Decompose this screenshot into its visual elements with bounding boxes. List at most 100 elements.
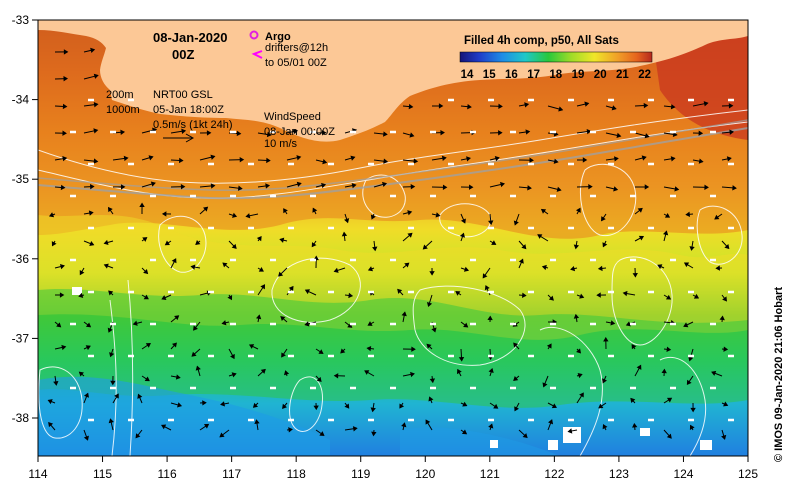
y-tick-label: -36 — [12, 252, 30, 266]
current-vector-head — [632, 273, 638, 278]
current-vector-head — [109, 352, 115, 358]
current-vector-head — [304, 289, 311, 295]
current-vector-head — [319, 431, 325, 436]
current-vector-head — [258, 267, 264, 272]
y-axis: -33 -34 -35 -36 -37 -38 — [12, 13, 38, 425]
current-vector-head — [719, 315, 725, 321]
current-vector-head — [632, 422, 638, 428]
current-vector-head — [63, 76, 69, 82]
current-vector-head — [137, 393, 143, 399]
current-vector-head — [461, 429, 468, 435]
current-vector-head — [494, 155, 500, 162]
current-vector-head — [666, 433, 672, 439]
current-vector-head — [573, 313, 580, 319]
current-vector-head — [59, 264, 65, 270]
current-vector-head — [278, 271, 284, 277]
current-vector-head — [150, 181, 156, 187]
colorbar-tick: 16 — [505, 69, 518, 81]
current-vector-head — [282, 403, 287, 409]
current-vector-head — [636, 364, 642, 370]
current-vector-head — [293, 128, 299, 135]
current-vector-head — [404, 262, 410, 268]
current-vector-head — [366, 345, 372, 352]
current-vector-head — [498, 130, 503, 136]
current-vector-head — [281, 352, 286, 358]
current-vector-head — [283, 370, 290, 376]
current-vector-head — [491, 240, 497, 245]
current-vector-head — [220, 401, 226, 407]
current-vector-head — [459, 232, 465, 238]
current-vector-head — [458, 356, 465, 362]
current-vector-head — [630, 397, 636, 403]
colorbar-tick: 21 — [616, 69, 629, 81]
current-vector-head — [644, 133, 650, 139]
current-vector-head — [161, 295, 167, 301]
current-vector-head — [698, 130, 704, 136]
current-vector-head — [266, 131, 272, 138]
current-vector-head — [584, 101, 590, 107]
current-vector-head — [178, 157, 184, 164]
current-vector-head — [62, 156, 68, 162]
current-vector-head — [693, 293, 700, 299]
current-vector-head — [93, 102, 99, 108]
current-vector-head — [288, 285, 294, 292]
current-vector-head — [47, 399, 53, 405]
current-vector-head — [230, 353, 235, 360]
current-vector-head — [488, 423, 494, 429]
x-tick-label: 120 — [415, 467, 435, 481]
current-vector-head — [62, 103, 68, 110]
current-vector-head — [428, 396, 434, 402]
current-vector-head — [93, 158, 99, 164]
x-tick-label: 125 — [738, 467, 758, 481]
drifters-label: drifters@12h — [265, 42, 328, 54]
current-vector-head — [143, 269, 149, 275]
current-vector-head — [78, 371, 84, 377]
current-vector-head — [484, 285, 490, 291]
current-vector-head — [231, 372, 237, 378]
current-vector-head — [614, 156, 619, 162]
current-vector-head — [440, 129, 445, 136]
current-vector-head — [663, 230, 669, 236]
colorbar-tick: 17 — [527, 69, 540, 81]
current-vector-head — [641, 155, 647, 161]
current-vector-head — [573, 244, 580, 250]
current-vector-head — [322, 159, 328, 165]
argo-icon — [249, 30, 259, 40]
current-vector-head — [175, 374, 181, 380]
current-vector-head — [239, 157, 245, 163]
current-vector-head — [548, 295, 554, 301]
current-vector-head — [53, 381, 59, 386]
gsl-line2: 05-Jan 18:00Z — [153, 104, 224, 116]
current-vector-head — [296, 181, 302, 187]
colorbar-scale — [459, 51, 653, 63]
current-vector-head — [556, 186, 562, 192]
current-vector-head — [48, 212, 55, 218]
current-vector-head — [397, 288, 403, 294]
current-vector-head — [85, 345, 91, 351]
colorbar: Filled 4h comp, p50, All Sats 14 15 16 17 18… — [459, 35, 653, 81]
current-vector-head — [661, 368, 667, 374]
current-vector-head — [455, 291, 461, 296]
argo-legend: Argo drifters@12h to 05/01 00Z — [249, 30, 328, 69]
current-vector-head — [260, 368, 266, 374]
current-vector-head — [529, 157, 534, 163]
current-vector-head — [364, 370, 370, 375]
y-tick-label: -35 — [12, 172, 30, 186]
current-vector-head — [171, 342, 177, 348]
current-vector-head — [381, 181, 388, 188]
current-vector-head — [181, 128, 187, 134]
current-vector-head — [90, 47, 96, 54]
current-vector-head — [61, 344, 67, 351]
colorbar-tick: 18 — [549, 69, 562, 81]
current-vector-head — [333, 373, 339, 379]
current-vector-head — [316, 376, 322, 383]
current-vector-head — [698, 158, 704, 164]
current-vector-head — [410, 371, 415, 378]
current-vector-head — [665, 294, 672, 300]
current-vector-head — [367, 266, 374, 272]
current-vector-head — [498, 103, 503, 109]
current-vector-head — [108, 290, 114, 296]
current-vector-head — [352, 426, 358, 432]
gsl-line3: 0.5m/s (1kt 24h) — [153, 119, 232, 131]
x-tick-label: 117 — [222, 467, 241, 481]
